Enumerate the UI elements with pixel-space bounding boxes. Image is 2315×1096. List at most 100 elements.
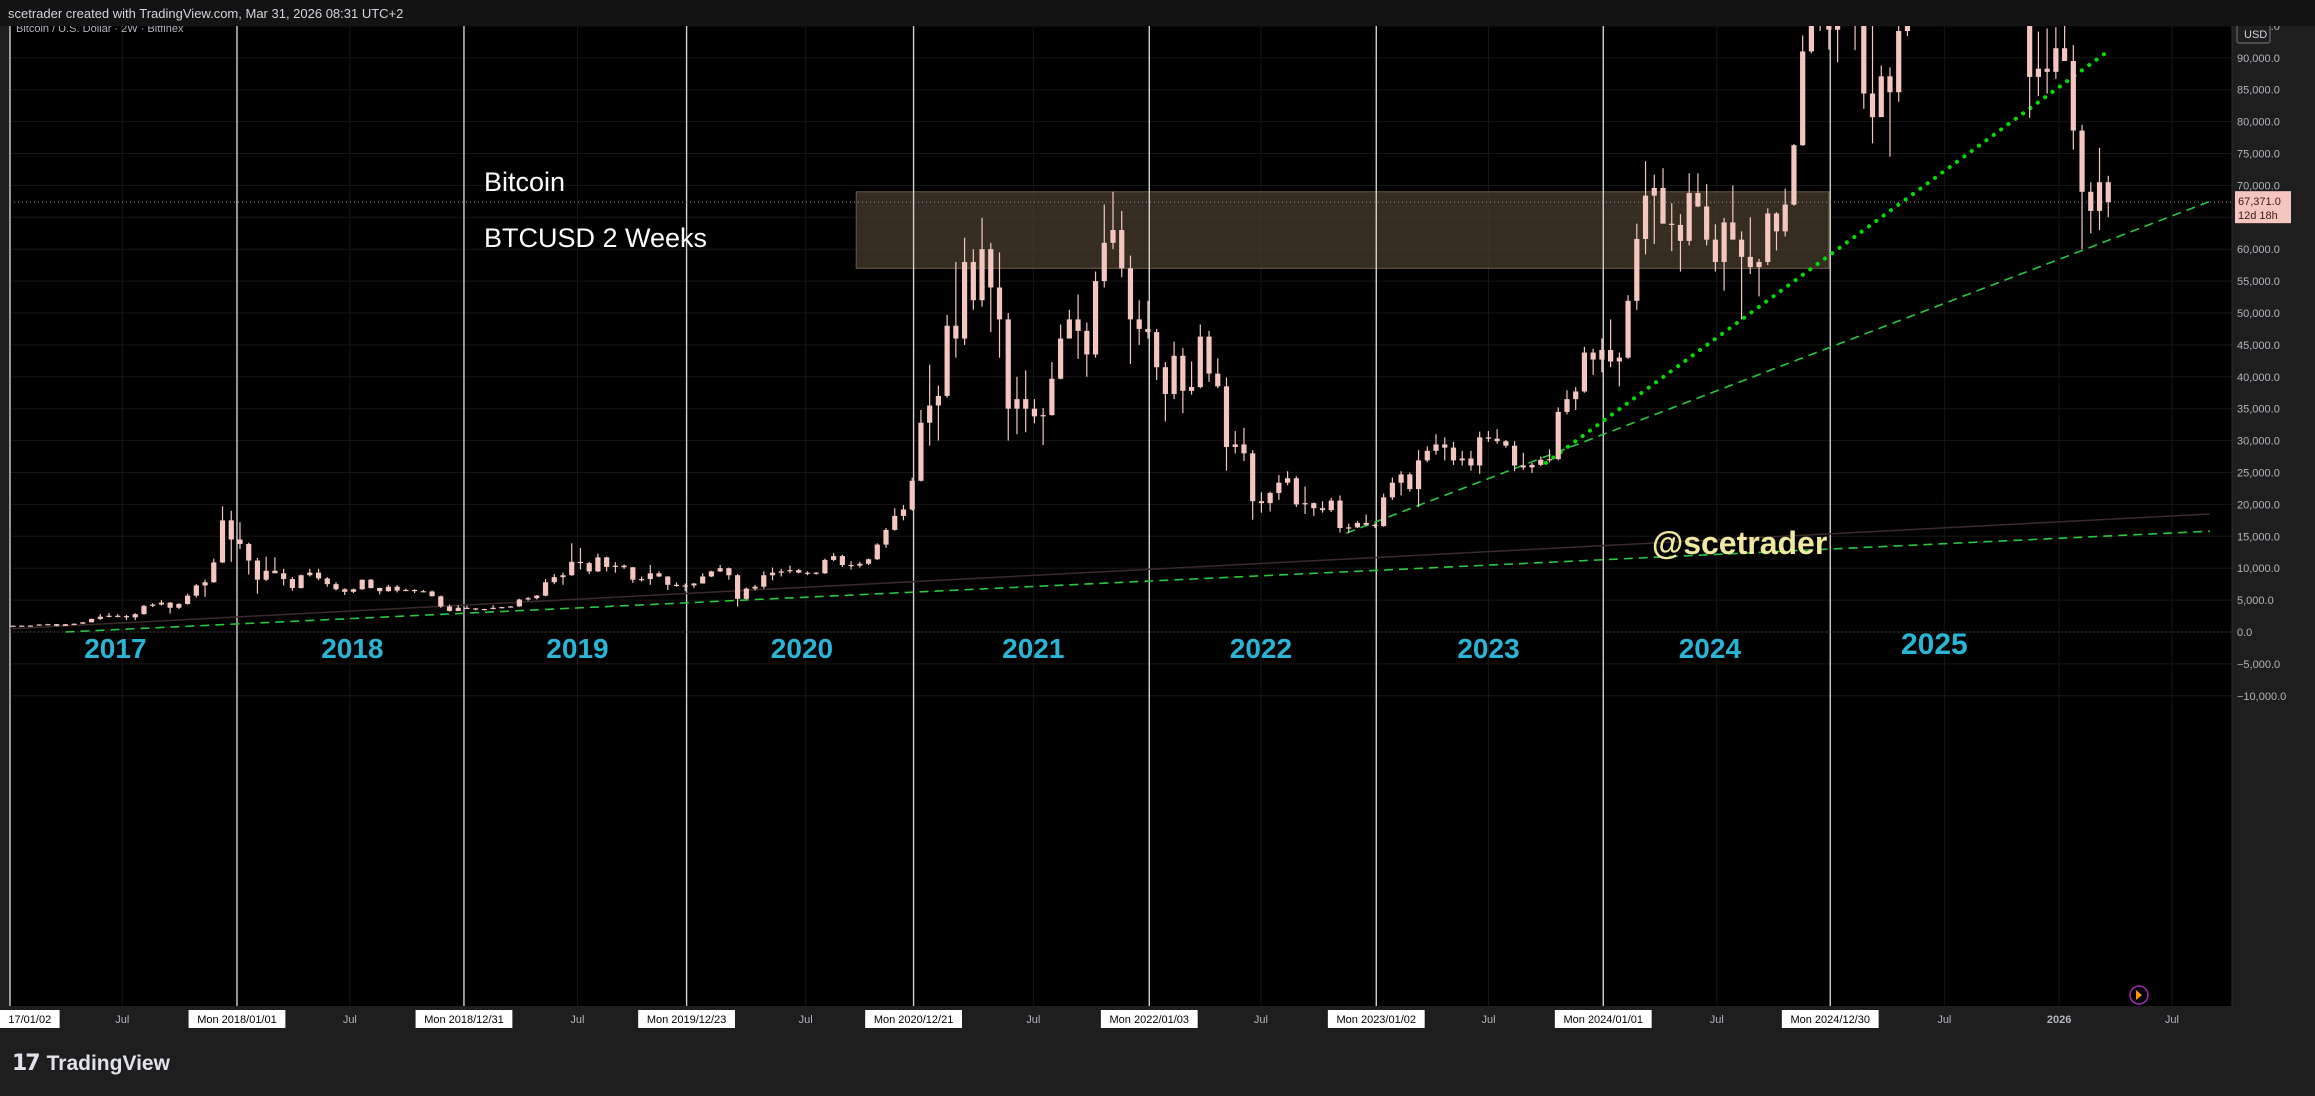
candle-body — [2070, 60, 2076, 131]
candle-body — [1564, 399, 1570, 412]
candle-body — [569, 561, 575, 576]
candle-body — [1738, 239, 1745, 257]
candle-body — [185, 595, 191, 604]
x-axis-tick-label: Jul — [2165, 1014, 2179, 1026]
candle-body — [1529, 464, 1535, 468]
x-axis-tick-label: Mon 2024/01/01 — [1563, 1014, 1643, 1026]
candle-body — [455, 607, 461, 611]
candle-body — [883, 529, 889, 545]
candle-body — [1468, 458, 1474, 466]
candle-body — [246, 543, 252, 561]
candle-body — [1782, 204, 1788, 232]
x-axis-tick-label: Jul — [799, 1014, 813, 1026]
candle-body — [595, 557, 601, 572]
candle-body — [752, 586, 758, 589]
candle-body — [1407, 474, 1413, 490]
candle-body — [45, 624, 51, 626]
candle-body — [516, 599, 522, 607]
candle-body — [996, 287, 1003, 320]
candle-body — [2053, 48, 2059, 72]
x-axis-tick-label: Jul — [1026, 1014, 1040, 1026]
candle-body — [289, 579, 295, 588]
time-travel-icon-ring — [2129, 985, 2149, 1005]
candle-body — [1590, 352, 1596, 360]
x-axis-boxed-tick — [1554, 1010, 1652, 1028]
x-axis-tick-label: Mon 2019/12/23 — [647, 1014, 727, 1026]
candle-body — [612, 565, 618, 567]
candle-body — [1835, 26, 1841, 30]
candle-body — [88, 618, 95, 623]
price-chart[interactable]: 135,000.0130,000.0125,000.0120,000.0115,… — [0, 26, 2315, 1037]
candle-body — [490, 607, 496, 610]
candle-body — [1555, 411, 1561, 460]
x-axis-tick-label: Jul — [1937, 1014, 1951, 1026]
last-price-badge — [2235, 191, 2291, 224]
candle-body — [1477, 437, 1483, 466]
year-label: 2018 — [321, 633, 383, 664]
y-axis-tick-label: 15,000.0 — [2237, 531, 2280, 543]
candle-body — [1511, 445, 1518, 466]
candle-body — [446, 606, 453, 611]
candle-body — [176, 603, 182, 608]
candle-body — [368, 579, 374, 588]
x-axis-tick-label: Mon 2023/01/02 — [1337, 1014, 1417, 1026]
candle-body — [1660, 187, 1666, 224]
candle-body — [647, 573, 653, 580]
candle-body — [1381, 497, 1387, 527]
y-axis-tick-label: −10,000.0 — [2237, 691, 2286, 703]
x-axis-tick-label: 17/01/02 — [8, 1014, 51, 1026]
candle-body — [1346, 527, 1352, 529]
x-axis-tick-label: Mon 2022/01/03 — [1110, 1014, 1190, 1026]
x-axis-boxed-tick — [865, 1010, 962, 1028]
candle-body — [1005, 319, 1011, 409]
candle-body — [1642, 195, 1649, 239]
candle-body — [1765, 213, 1771, 262]
candle-body — [499, 607, 505, 609]
candle-body — [508, 606, 514, 608]
candle-body — [542, 582, 549, 596]
candle-body — [1878, 76, 1884, 118]
top-attribution-bar: scetrader created with TradingView.com, … — [0, 0, 2315, 26]
y-axis-tick-label: 0.0 — [2237, 627, 2252, 639]
y-axis-tick-label: 70,000.0 — [2237, 180, 2280, 192]
candle-body — [560, 575, 566, 578]
candle-body — [2096, 182, 2103, 211]
year-label: 2023 — [1457, 633, 1519, 664]
candle-body — [219, 520, 226, 563]
x-axis-tick-label: Jul — [1481, 1014, 1495, 1026]
candle-body — [1459, 458, 1465, 461]
candle-body — [1337, 500, 1343, 529]
candle-body — [604, 557, 610, 567]
candle-body — [804, 572, 811, 574]
chart-title: Bitcoin — [484, 167, 565, 197]
candle-body — [1171, 355, 1177, 395]
candle-body — [1066, 319, 1072, 339]
candle-body — [228, 520, 234, 540]
tradingview-logo[interactable]: 17 TradingView — [12, 1051, 170, 1076]
candle-body — [935, 395, 941, 406]
candle-body — [2088, 191, 2094, 211]
brand-name: TradingView — [46, 1051, 170, 1075]
candle-body — [1285, 478, 1291, 483]
candle-body — [1634, 238, 1640, 301]
candle-body — [2044, 68, 2050, 72]
candle-body — [281, 573, 287, 580]
candle-body — [1241, 444, 1247, 454]
x-axis-tick-label: Jul — [570, 1014, 584, 1026]
candle-body — [848, 565, 854, 567]
candle-body — [1485, 437, 1491, 439]
candle-body — [1101, 242, 1107, 282]
candle-body — [1747, 256, 1753, 268]
candle-body — [735, 575, 741, 599]
candle-body — [1581, 352, 1588, 392]
candle-body — [743, 588, 749, 599]
candle-body — [1092, 281, 1099, 355]
candle-body — [2035, 68, 2041, 77]
candle-body — [1328, 500, 1334, 511]
resistance-zone — [855, 191, 1830, 269]
candle-body — [1389, 482, 1395, 498]
candle-body — [36, 624, 42, 626]
candle-body — [141, 605, 147, 615]
y-axis-tick-label: 55,000.0 — [2237, 276, 2280, 288]
time-travel-icon[interactable] — [2129, 985, 2149, 1005]
